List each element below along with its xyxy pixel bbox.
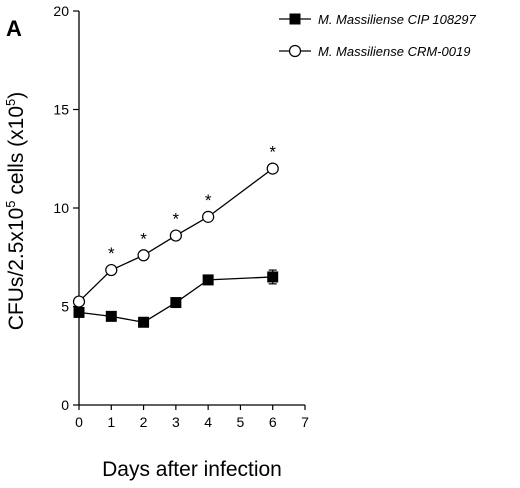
legend-label: M. Massiliense CIP 108297	[318, 12, 477, 27]
x-tick-label: 3	[172, 414, 180, 430]
x-tick-label: 7	[301, 414, 309, 430]
x-tick-label: 1	[107, 414, 115, 430]
y-tick-label: 15	[53, 102, 69, 118]
y-axis-title-exponent: 5	[3, 200, 18, 207]
y-axis-title-part: )	[5, 92, 28, 99]
data-point-square	[170, 297, 182, 309]
data-point-circle	[72, 295, 86, 308]
data-point-circle	[266, 162, 279, 175]
y-axis-title: CFUs/2.5x105 cells (x105)	[3, 92, 28, 331]
x-tick-label: 6	[269, 414, 277, 430]
y-tick-label: 5	[61, 299, 69, 315]
x-tick-label: 0	[75, 414, 83, 430]
chart-axes	[78, 11, 305, 406]
data-point-circle	[105, 263, 118, 277]
x-tick-label: 2	[140, 414, 148, 430]
y-tick-label: 0	[61, 397, 69, 413]
annotation-layer: * * * * *	[108, 143, 276, 263]
x-tick-label: 5	[237, 414, 245, 430]
x-tick-label: 4	[204, 414, 212, 430]
y-axis-title-part: CFUs/2.5x10	[5, 208, 28, 331]
data-point-circle	[137, 249, 150, 262]
significance-marker: *	[108, 244, 115, 263]
legend-label: M. Massiliense CRM-0019	[318, 44, 470, 59]
y-axis-title-exponent: 5	[3, 99, 18, 106]
data-point-square	[202, 274, 214, 286]
data-point-square	[105, 310, 117, 322]
significance-marker: *	[173, 210, 180, 229]
y-tick-label: 10	[53, 200, 69, 216]
data-point-square	[138, 316, 150, 328]
filled-square-marker-icon	[289, 13, 301, 25]
data-point-circle	[169, 229, 182, 242]
significance-marker: *	[140, 229, 147, 248]
panel-label: A	[6, 16, 22, 41]
data-point-circle	[202, 210, 215, 223]
series-layer	[72, 162, 279, 328]
data-point-square	[73, 306, 85, 318]
x-axis-title: Days after infection	[102, 458, 282, 481]
y-axis-title-part: cells (x10	[5, 106, 28, 201]
significance-marker: *	[269, 143, 276, 162]
series-line	[78, 168, 274, 303]
open-circle-marker-icon	[288, 44, 302, 58]
x-axis-ticks: 0 1 2 3 4 5 6 7	[75, 405, 309, 430]
legend-entry: M. Massiliense CIP 108297	[279, 12, 477, 27]
y-tick-label: 20	[53, 3, 69, 19]
significance-marker: *	[205, 191, 212, 210]
data-point-square	[267, 271, 279, 283]
legend-entry: M. Massiliense CRM-0019	[279, 44, 470, 59]
y-axis-ticks: 0 5 10 15 20	[53, 3, 79, 413]
legend: M. Massiliense CIP 108297 M. Massiliense…	[279, 12, 477, 59]
